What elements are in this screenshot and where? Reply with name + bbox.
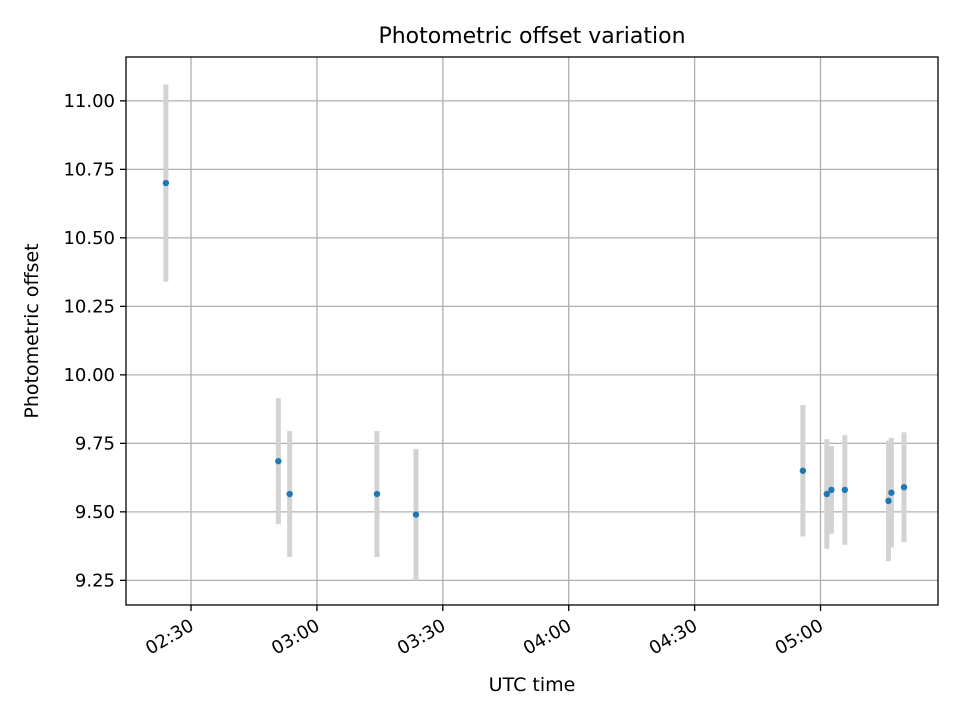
- y-axis-ticks: 9.25 9.50 9.75 10.00 10.25 10.50 10.75 11.00: [63, 91, 126, 591]
- data-point: [900, 483, 908, 491]
- plot-frame: [125, 56, 939, 606]
- y-tick-label: 10.50: [63, 228, 115, 249]
- y-tick-label: 10.00: [63, 365, 115, 386]
- data-point: [275, 457, 282, 465]
- data-point: [823, 490, 830, 498]
- data-point: [799, 467, 807, 474]
- data-point: [888, 489, 895, 496]
- data-point: [885, 497, 892, 505]
- y-axis-label: Photometric offset: [21, 243, 43, 418]
- y-tick-label: 9.25: [75, 570, 115, 591]
- y-tick-label: 9.50: [75, 502, 115, 523]
- data-point: [412, 511, 420, 518]
- x-axis-label: UTC time: [489, 674, 576, 696]
- y-tick-label: 11.00: [63, 91, 115, 112]
- data-point: [841, 486, 849, 494]
- y-tick-label: 10.25: [63, 296, 115, 317]
- chart-title: Photometric offset variation: [378, 24, 685, 49]
- y-tick-label: 9.75: [75, 433, 115, 454]
- data-point: [828, 486, 835, 494]
- y-tick-label: 10.75: [63, 159, 115, 180]
- data-point: [373, 490, 381, 498]
- grid: [126, 57, 938, 605]
- data-point: [286, 490, 293, 498]
- data-point: [162, 179, 170, 187]
- data-points: [162, 179, 908, 518]
